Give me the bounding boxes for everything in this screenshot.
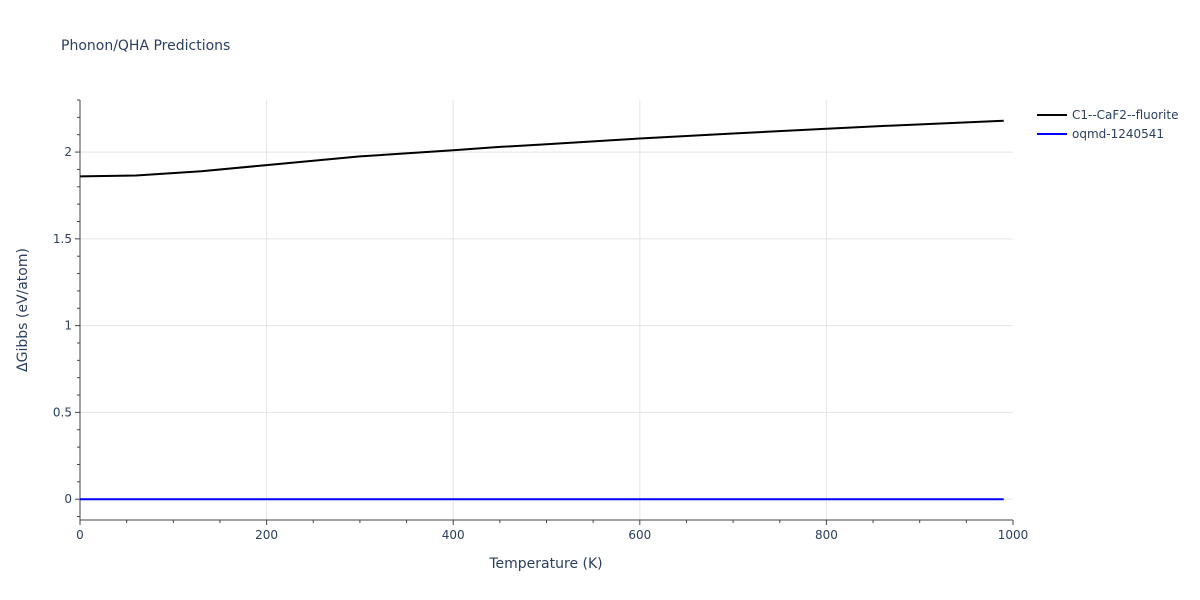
y-tick-label: 0 bbox=[64, 492, 72, 506]
y-tick-label: 0.5 bbox=[53, 405, 72, 419]
y-axis-title: ΔGibbs (eV/atom) bbox=[15, 248, 31, 372]
chart-title: Phonon/QHA Predictions bbox=[61, 38, 230, 54]
x-tick-label: 1000 bbox=[998, 528, 1029, 542]
x-tick-label: 0 bbox=[76, 528, 84, 542]
legend-label: oqmd-1240541 bbox=[1072, 127, 1164, 141]
y-tick-label: 2 bbox=[64, 145, 72, 159]
series-line-0 bbox=[79, 119, 1004, 178]
axes bbox=[75, 99, 1014, 525]
legend-item[interactable]: C1--CaF2--fluorite bbox=[1037, 108, 1178, 122]
y-tick-label: 1.5 bbox=[53, 232, 72, 246]
x-tick-label: 200 bbox=[255, 528, 278, 542]
legend-label: C1--CaF2--fluorite bbox=[1072, 108, 1178, 122]
legend-item[interactable]: oqmd-1240541 bbox=[1037, 127, 1164, 141]
y-tick-label: 1 bbox=[64, 319, 72, 333]
x-tick-label: 600 bbox=[628, 528, 651, 542]
y-tick-labels: 0 0.5 1 1.5 2 bbox=[53, 145, 72, 506]
grid bbox=[80, 100, 1013, 520]
legend[interactable]: C1--CaF2--fluorite oqmd-1240541 bbox=[1037, 108, 1178, 141]
x-tick-labels: 0 200 400 600 800 1000 bbox=[76, 528, 1028, 542]
series-layer bbox=[79, 119, 1004, 501]
x-tick-label: 800 bbox=[815, 528, 838, 542]
x-axis-title: Temperature (K) bbox=[488, 556, 602, 572]
x-tick-label: 400 bbox=[442, 528, 465, 542]
